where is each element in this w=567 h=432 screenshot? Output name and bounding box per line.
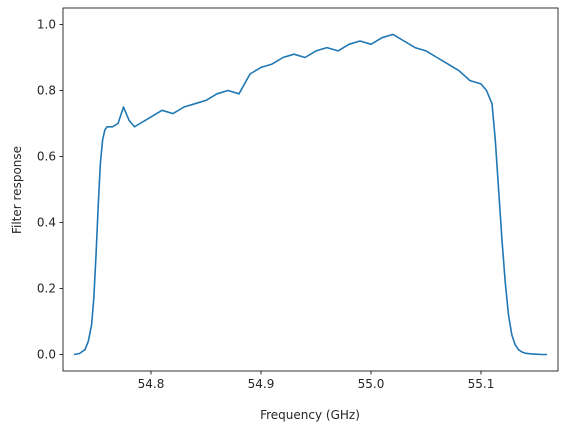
x-tick-label: 54.8 bbox=[138, 377, 165, 391]
y-axis: 0.0 0.2 0.4 0.6 0.8 1.0 bbox=[37, 18, 63, 362]
plot-frame bbox=[62, 7, 559, 372]
y-tick-label: 0.8 bbox=[37, 84, 56, 98]
y-tick-label: 0.6 bbox=[37, 150, 56, 164]
x-tick-label: 55.1 bbox=[468, 377, 495, 391]
x-axis-label: Frequency (GHz) bbox=[260, 408, 360, 422]
y-axis-label: Filter response bbox=[10, 146, 24, 234]
y-tick-label: 0.0 bbox=[37, 348, 56, 362]
x-axis: 54.8 54.9 55.0 55.1 bbox=[138, 371, 495, 391]
y-tick-label: 0.4 bbox=[37, 216, 56, 230]
y-tick-label: 0.2 bbox=[37, 282, 56, 296]
plot-area bbox=[62, 7, 559, 372]
x-tick-label: 54.9 bbox=[248, 377, 275, 391]
y-tick-label: 1.0 bbox=[37, 18, 56, 32]
series-layer bbox=[73, 33, 547, 356]
x-tick-label: 55.0 bbox=[358, 377, 385, 391]
series-line-0 bbox=[73, 33, 547, 356]
